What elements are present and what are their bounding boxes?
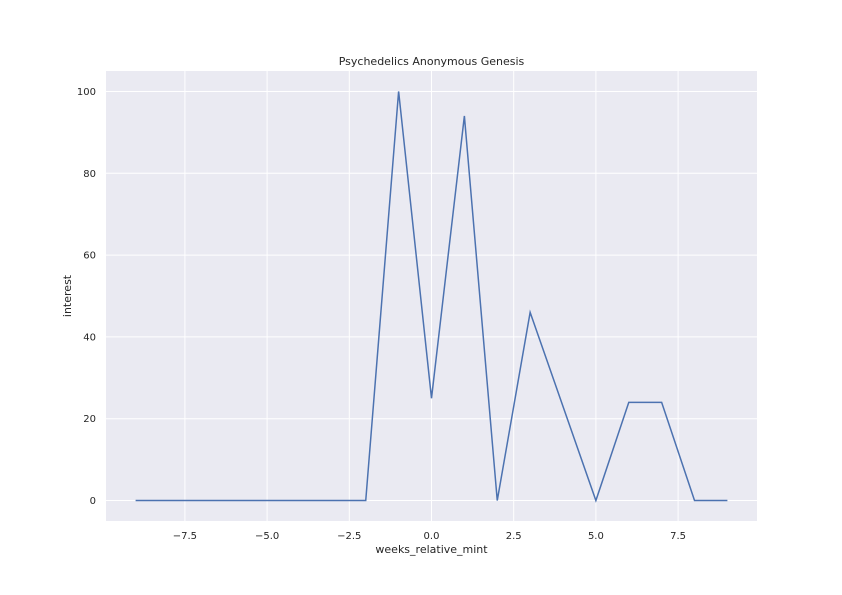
- y-tick-label: 100: [77, 87, 96, 98]
- x-axis-label: weeks_relative_mint: [375, 543, 488, 556]
- y-tick-label: 80: [83, 169, 96, 180]
- y-axis-label: interest: [61, 274, 74, 317]
- y-tick-label: 0: [90, 496, 96, 507]
- x-tick-label: −7.5: [173, 531, 197, 542]
- x-axis-ticks: −7.5 −5.0 −2.5 0.0 2.5 5.0 7.5: [173, 531, 686, 542]
- x-tick-label: −5.0: [255, 531, 279, 542]
- y-tick-label: 20: [83, 414, 96, 425]
- x-tick-label: 5.0: [588, 531, 604, 542]
- series-layer: [135, 91, 728, 503]
- series-line: [135, 91, 728, 503]
- y-tick-label: 60: [83, 251, 96, 262]
- x-tick-label: 7.5: [670, 531, 686, 542]
- x-tick-label: −2.5: [337, 531, 361, 542]
- y-tick-label: 40: [83, 332, 96, 343]
- chart-title: Psychedelics Anonymous Genesis: [339, 55, 525, 68]
- y-axis-ticks: 0 20 40 60 80 100: [77, 87, 96, 507]
- x-tick-label: 2.5: [506, 531, 522, 542]
- x-tick-label: 0.0: [424, 531, 440, 542]
